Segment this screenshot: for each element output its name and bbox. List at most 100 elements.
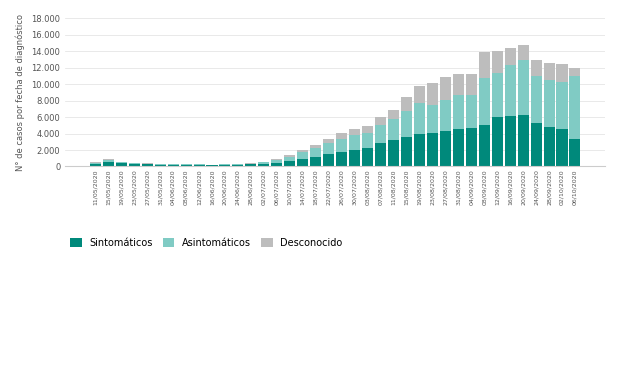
- Bar: [323, 154, 334, 166]
- Bar: [142, 164, 153, 166]
- Bar: [259, 162, 269, 164]
- Bar: [116, 162, 126, 163]
- Bar: [388, 140, 399, 166]
- Bar: [336, 138, 347, 152]
- Bar: [193, 165, 205, 166]
- Bar: [569, 139, 580, 166]
- Bar: [453, 130, 464, 166]
- Bar: [167, 165, 179, 166]
- Bar: [362, 148, 373, 166]
- Bar: [103, 162, 114, 166]
- Bar: [375, 117, 386, 125]
- Bar: [206, 165, 218, 166]
- Bar: [90, 163, 101, 164]
- Bar: [440, 77, 451, 100]
- Bar: [219, 165, 231, 166]
- Bar: [154, 164, 166, 165]
- Legend: Sintomáticos, Asintomáticos, Desconocido: Sintomáticos, Asintomáticos, Desconocido: [70, 238, 343, 248]
- Bar: [297, 152, 308, 159]
- Bar: [129, 163, 140, 164]
- Bar: [219, 164, 231, 165]
- Bar: [103, 159, 114, 160]
- Bar: [492, 52, 503, 73]
- Bar: [466, 128, 477, 166]
- Bar: [232, 165, 244, 166]
- Bar: [466, 74, 477, 95]
- Bar: [285, 161, 295, 166]
- Bar: [505, 116, 516, 166]
- Bar: [310, 145, 321, 148]
- Bar: [401, 98, 412, 110]
- Bar: [557, 64, 567, 82]
- Bar: [569, 76, 580, 139]
- Bar: [232, 164, 244, 165]
- Bar: [518, 115, 529, 166]
- Bar: [427, 133, 438, 166]
- Bar: [272, 160, 282, 163]
- Bar: [440, 100, 451, 131]
- Bar: [492, 73, 503, 117]
- Bar: [569, 68, 580, 76]
- Bar: [453, 95, 464, 130]
- Bar: [505, 48, 516, 66]
- Bar: [557, 82, 567, 129]
- Bar: [90, 164, 101, 166]
- Bar: [90, 162, 101, 163]
- Bar: [167, 164, 179, 165]
- Bar: [297, 159, 308, 166]
- Bar: [544, 127, 554, 166]
- Bar: [323, 144, 334, 154]
- Bar: [427, 84, 438, 105]
- Bar: [479, 78, 490, 124]
- Bar: [427, 105, 438, 133]
- Bar: [375, 144, 386, 166]
- Bar: [453, 74, 464, 95]
- Bar: [285, 155, 295, 157]
- Bar: [518, 60, 529, 115]
- Bar: [246, 163, 257, 164]
- Bar: [375, 125, 386, 144]
- Bar: [336, 152, 347, 166]
- Bar: [129, 164, 140, 166]
- Bar: [401, 137, 412, 166]
- Bar: [440, 131, 451, 166]
- Bar: [272, 159, 282, 160]
- Bar: [180, 165, 192, 166]
- Bar: [259, 164, 269, 166]
- Bar: [310, 148, 321, 157]
- Bar: [310, 157, 321, 166]
- Bar: [193, 164, 205, 165]
- Bar: [116, 163, 126, 166]
- Bar: [557, 129, 567, 166]
- Bar: [154, 165, 166, 166]
- Bar: [336, 133, 347, 138]
- Bar: [414, 134, 425, 166]
- Bar: [272, 163, 282, 166]
- Y-axis label: N° de casos por fecha de diagnóstico: N° de casos por fecha de diagnóstico: [15, 14, 25, 171]
- Bar: [285, 157, 295, 161]
- Bar: [531, 123, 542, 166]
- Bar: [323, 139, 334, 144]
- Bar: [518, 45, 529, 60]
- Bar: [466, 95, 477, 128]
- Bar: [531, 60, 542, 76]
- Bar: [142, 163, 153, 164]
- Bar: [401, 110, 412, 137]
- Bar: [180, 164, 192, 165]
- Bar: [349, 129, 360, 135]
- Bar: [362, 133, 373, 148]
- Bar: [544, 80, 554, 127]
- Bar: [492, 117, 503, 166]
- Bar: [414, 86, 425, 103]
- Bar: [544, 63, 554, 80]
- Bar: [414, 103, 425, 134]
- Bar: [531, 76, 542, 123]
- Bar: [479, 52, 490, 78]
- Bar: [246, 164, 257, 166]
- Bar: [297, 150, 308, 152]
- Bar: [505, 66, 516, 116]
- Bar: [349, 150, 360, 166]
- Bar: [388, 110, 399, 119]
- Bar: [362, 126, 373, 133]
- Bar: [103, 160, 114, 162]
